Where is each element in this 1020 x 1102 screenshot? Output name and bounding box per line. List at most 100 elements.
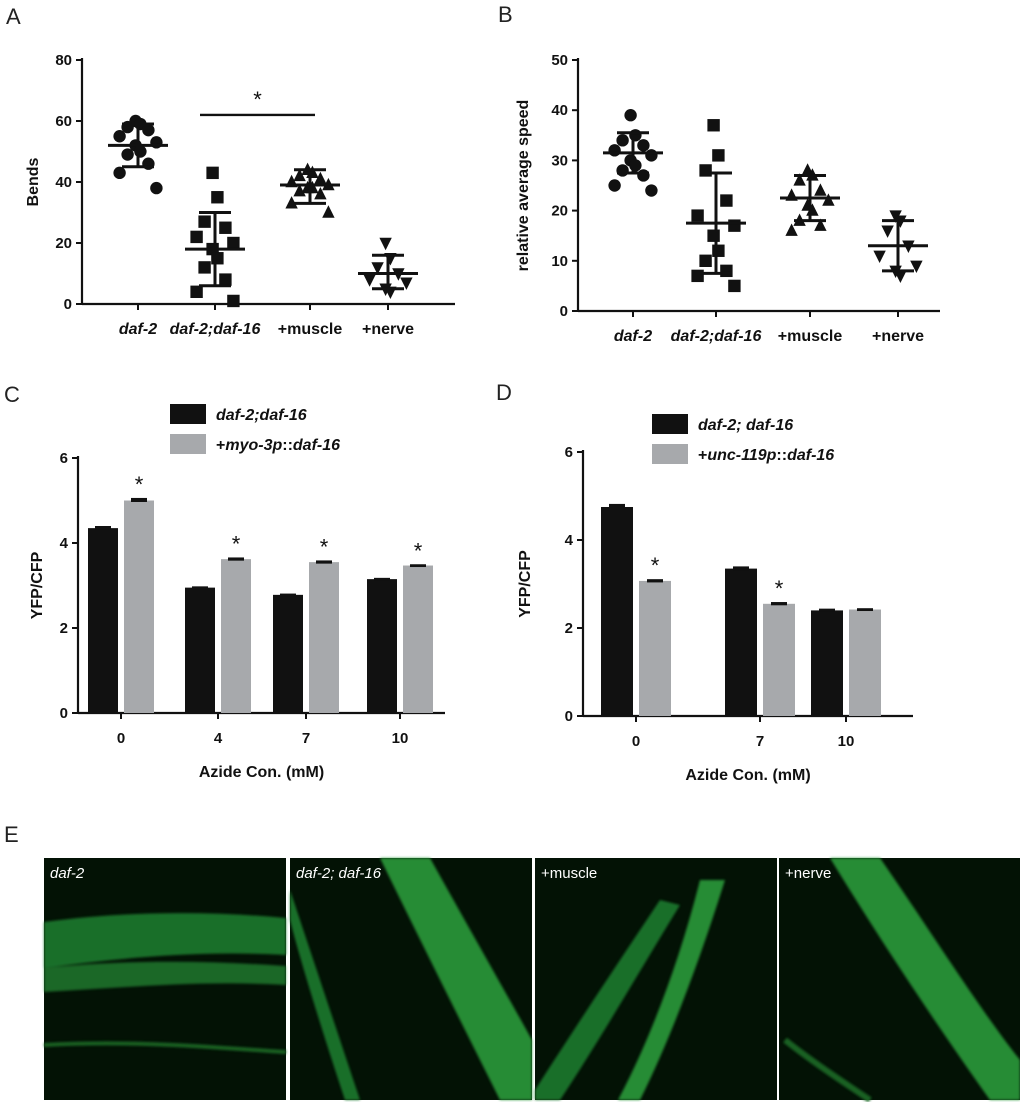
data-point xyxy=(293,168,306,182)
legend-swatch xyxy=(170,434,206,454)
data-point xyxy=(707,229,720,242)
legend-label: daf-2;daf-16 xyxy=(216,407,307,424)
bar xyxy=(811,610,843,716)
data-point xyxy=(134,145,147,158)
bar xyxy=(185,587,215,713)
bar xyxy=(124,500,154,713)
y-tick-label: 20 xyxy=(55,235,72,252)
x-tick-label: 7 xyxy=(302,730,310,747)
significance-star: * xyxy=(232,531,241,556)
error-bar xyxy=(316,560,332,564)
error-bar xyxy=(857,608,873,612)
data-point xyxy=(227,236,240,250)
data-point xyxy=(113,166,126,180)
x-axis-label: Azide Con. (mM) xyxy=(685,767,810,784)
legend-label-part: + xyxy=(216,437,225,454)
data-point xyxy=(822,193,835,206)
panel-letter-a: A xyxy=(6,4,21,29)
error-bar xyxy=(131,497,147,502)
y-tick-label: 2 xyxy=(60,620,68,637)
data-point xyxy=(113,130,126,143)
data-point xyxy=(645,184,658,197)
data-point xyxy=(211,252,224,265)
y-tick-label: 10 xyxy=(551,253,568,270)
data-point xyxy=(142,123,155,137)
legend-label-part: myo-3p xyxy=(225,437,282,454)
bar xyxy=(639,580,671,716)
error-bar xyxy=(280,593,296,597)
significance-star: * xyxy=(135,472,144,497)
data-point xyxy=(712,149,725,162)
significance-star: * xyxy=(775,576,784,601)
data-point xyxy=(720,194,733,207)
data-point xyxy=(363,274,376,287)
micrograph-daf-2: daf-2 xyxy=(43,858,287,1100)
bar xyxy=(221,559,251,713)
data-point xyxy=(707,119,720,132)
panel-a-scatter: 0 20 40 60 80 Bends daf-2 daf-2;daf-16 +muscle +n… xyxy=(25,52,455,338)
data-point xyxy=(400,277,413,290)
data-point xyxy=(910,260,923,274)
data-point xyxy=(691,209,704,222)
x-tick-label: 10 xyxy=(392,730,409,747)
x-tick-label: 10 xyxy=(838,733,855,750)
significance-star: * xyxy=(320,534,329,559)
bar xyxy=(763,603,795,716)
panel-e-micrographs: daf-2 daf-2; daf-16 +muscle +nerve xyxy=(43,858,1020,1102)
y-tick-label: 0 xyxy=(565,708,573,725)
micrograph-nerve: +nerve xyxy=(779,858,1020,1102)
y-axis-label: YFP/CFP xyxy=(29,551,46,619)
legend-label: +myo-3p::daf-16 xyxy=(216,437,340,454)
data-point xyxy=(314,171,327,185)
data-point xyxy=(728,219,741,232)
x-tick-label: 7 xyxy=(756,733,764,750)
category-label: +muscle xyxy=(778,328,843,345)
data-point xyxy=(322,205,335,218)
error-bar xyxy=(609,503,625,509)
data-point xyxy=(190,230,203,244)
category-label: +nerve xyxy=(872,328,924,345)
panel-c-bar-chart: 0 2 4 6 YFP/CFP Azide Con. (mM) 0 * 4 * 7 * 10 * daf-2… xyxy=(29,404,445,781)
bar xyxy=(88,528,118,713)
data-point xyxy=(379,237,392,251)
legend-label-part: :: xyxy=(776,447,787,464)
data-point xyxy=(608,144,621,157)
data-point xyxy=(881,225,894,238)
legend-swatch xyxy=(170,404,206,424)
data-point xyxy=(219,273,232,286)
error-bar xyxy=(819,608,835,612)
data-point xyxy=(637,169,650,182)
error-bar xyxy=(95,526,111,530)
legend-swatch xyxy=(652,444,688,464)
panel-d-bar-chart: 0 2 4 6 YFP/CFP Azide Con. (mM) 0 * 7 * 10 daf-2; d… xyxy=(517,414,913,784)
data-point xyxy=(198,215,211,228)
y-tick-label: 4 xyxy=(565,532,574,549)
micrograph-muscle: +muscle xyxy=(535,858,777,1100)
data-point xyxy=(637,139,650,152)
data-point xyxy=(728,279,741,293)
data-point xyxy=(699,254,712,267)
data-point xyxy=(211,191,224,204)
significance-star: * xyxy=(651,553,660,578)
micrograph-daf-2-daf-16: daf-2; daf-16 xyxy=(290,858,532,1100)
error-bar xyxy=(228,557,244,561)
bar xyxy=(601,507,633,716)
category-label: daf-2;daf-16 xyxy=(170,321,261,338)
y-tick-label: 50 xyxy=(551,52,568,69)
legend-label-part: :: xyxy=(282,437,293,454)
y-axis-label: Bends xyxy=(25,157,42,206)
category-label: daf-2 xyxy=(119,321,157,338)
legend-label-part: daf-16 xyxy=(787,447,834,464)
data-point xyxy=(616,164,629,177)
y-tick-label: 0 xyxy=(560,303,568,320)
data-point xyxy=(699,164,712,177)
y-tick-label: 4 xyxy=(60,535,69,552)
legend-label: daf-2; daf-16 xyxy=(698,417,793,434)
micrograph-label: daf-2 xyxy=(50,865,85,882)
y-tick-label: 0 xyxy=(64,296,72,313)
legend-swatch xyxy=(652,414,688,434)
data-point xyxy=(227,294,240,308)
data-point xyxy=(712,244,725,257)
bar xyxy=(367,579,397,713)
